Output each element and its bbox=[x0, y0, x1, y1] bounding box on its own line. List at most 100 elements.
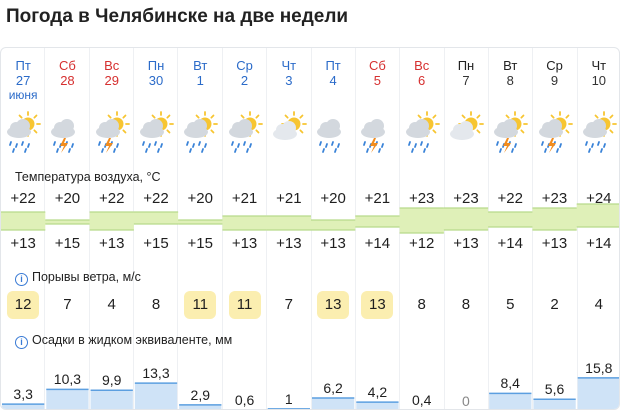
precipitation-value: 4,2 bbox=[367, 384, 388, 401]
wind-gust-value: 5 bbox=[506, 296, 515, 313]
precipitation-cell: 1 bbox=[267, 353, 311, 409]
sun-cloud-thunder-rain-icon[interactable] bbox=[90, 110, 134, 158]
min-temperature: +13 bbox=[10, 235, 36, 252]
sun-cloud-rain-icon[interactable] bbox=[178, 110, 222, 158]
weather-icons-row bbox=[1, 110, 619, 158]
min-temperature: +15 bbox=[143, 235, 169, 252]
precipitation-bar bbox=[2, 404, 45, 409]
temperature-band bbox=[1, 204, 619, 233]
precipitation-cell: 4,2 bbox=[355, 353, 399, 409]
precipitation-cell: 6,2 bbox=[311, 353, 355, 409]
precipitation-value: 8,4 bbox=[500, 375, 520, 392]
wind-section-label[interactable]: i Порывы ветра, м/с bbox=[15, 270, 141, 286]
day-column[interactable] bbox=[312, 48, 356, 409]
day-column[interactable] bbox=[445, 48, 489, 409]
wind-gust-cell: 12 bbox=[1, 291, 45, 319]
day-header[interactable]: Пн 7 bbox=[444, 58, 488, 102]
precipitation-value: 6,2 bbox=[323, 379, 343, 396]
precipitation-cell: 8,4 bbox=[488, 353, 532, 409]
day-of-week: Чт bbox=[281, 58, 297, 73]
day-header[interactable]: Вт 1 bbox=[178, 58, 222, 102]
min-temperature: +13 bbox=[453, 235, 479, 252]
cloud-shape bbox=[494, 119, 519, 138]
cloud-thunder-rain-icon[interactable] bbox=[45, 110, 89, 158]
wind-gust-value: 4 bbox=[594, 296, 603, 313]
max-temperature-row: +22 +20 +22 +22 +20 +21 +21 +20 +21 +23 +23 +22 +23 +… bbox=[1, 190, 619, 207]
rain-drops bbox=[407, 141, 429, 153]
max-temperature: +22 bbox=[497, 190, 523, 207]
month-label: июня bbox=[8, 88, 38, 102]
day-column[interactable] bbox=[45, 48, 90, 409]
wind-gust-value: 2 bbox=[550, 296, 559, 313]
min-temperature: +12 bbox=[408, 235, 435, 252]
sun-cloud-rain-icon[interactable] bbox=[400, 110, 444, 158]
precipitation-value: 3,3 bbox=[13, 386, 33, 403]
precipitation-bar bbox=[356, 402, 399, 409]
max-temperature: +21 bbox=[276, 190, 302, 207]
day-header[interactable]: Сб 5 bbox=[355, 58, 399, 102]
info-icon[interactable]: i bbox=[15, 273, 28, 286]
rain-drops bbox=[319, 141, 341, 153]
info-icon[interactable]: i bbox=[15, 336, 28, 349]
wind-gust-cell: 7 bbox=[267, 291, 311, 319]
day-column[interactable] bbox=[178, 48, 223, 409]
day-header[interactable]: Чт 10 bbox=[577, 58, 619, 102]
sun-cloud-thunder-rain-icon[interactable] bbox=[532, 110, 576, 158]
wind-gust-value: 13 bbox=[361, 291, 394, 319]
cloud-rain-icon[interactable] bbox=[311, 110, 355, 158]
precipitation-value: 15,8 bbox=[585, 359, 613, 376]
cloud-shape bbox=[139, 119, 164, 138]
precipitation-cell: 13,3 bbox=[134, 353, 178, 409]
day-column[interactable] bbox=[533, 48, 578, 409]
day-header[interactable]: Ср 9 bbox=[532, 58, 576, 102]
wind-gust-value: 7 bbox=[284, 296, 293, 313]
precipitation-value: 13,3 bbox=[142, 365, 170, 382]
sun-cloud-icon[interactable] bbox=[267, 110, 311, 158]
day-header[interactable]: Чт 3 bbox=[267, 58, 311, 102]
day-header[interactable]: Сб 28 bbox=[45, 58, 89, 102]
sun-cloud-rain-icon[interactable] bbox=[577, 110, 619, 158]
day-column[interactable] bbox=[134, 48, 179, 409]
day-header[interactable]: Ср 2 bbox=[222, 58, 266, 102]
sun-cloud-rain-icon[interactable] bbox=[134, 110, 178, 158]
wind-gust-value: 8 bbox=[461, 296, 471, 313]
cloud-thunder-rain-icon[interactable] bbox=[355, 110, 399, 158]
day-header[interactable]: Пт 27 июня bbox=[1, 58, 45, 102]
day-date: 8 bbox=[506, 73, 514, 88]
max-temperature: +24 bbox=[586, 190, 612, 207]
wind-gust-cell: 8 bbox=[444, 291, 488, 319]
cloud-shape bbox=[51, 119, 76, 138]
precipitation-value: 1 bbox=[284, 390, 293, 407]
day-of-week: Вс bbox=[414, 58, 430, 73]
day-date: 1 bbox=[196, 73, 204, 88]
sun-cloud-rain-icon[interactable] bbox=[1, 110, 45, 158]
day-header[interactable]: Вс 29 bbox=[90, 58, 134, 102]
precipitation-value: 2,9 bbox=[190, 386, 210, 403]
day-header[interactable]: Пн 30 bbox=[134, 58, 178, 102]
wind-gust-cell: 7 bbox=[45, 291, 89, 319]
sun-cloud-rain-icon[interactable] bbox=[222, 110, 266, 158]
day-header[interactable]: Пт 4 bbox=[311, 58, 355, 102]
day-of-week: Пт bbox=[15, 58, 31, 73]
lightning-bolt bbox=[370, 138, 379, 153]
page-title: Погода в Челябинске на две недели bbox=[6, 6, 349, 27]
sun-cloud-icon[interactable] bbox=[444, 110, 488, 158]
precipitation-cell: 15,8 bbox=[577, 353, 619, 409]
max-temperature: +21 bbox=[364, 190, 391, 207]
wind-gust-cell: 4 bbox=[90, 291, 134, 319]
precipitation-value: 9,9 bbox=[101, 372, 122, 389]
day-header[interactable]: Вт 8 bbox=[488, 58, 532, 102]
precipitation-bar bbox=[489, 393, 532, 409]
max-temperature: +22 bbox=[98, 190, 125, 207]
precipitation-value: 0,4 bbox=[411, 392, 432, 409]
min-temperature: +13 bbox=[98, 235, 125, 252]
precipitation-bar bbox=[577, 377, 619, 409]
wind-gust-value: 8 bbox=[417, 296, 426, 313]
day-of-week: Вт bbox=[193, 58, 208, 73]
days-row: Пт 27 июня Сб 28 Вс 29 Пн 30 Вт 1 Ср 2 Чт 3 Пт 4 Сб 5 Вс 6 Пн… bbox=[1, 58, 619, 102]
sun-cloud-thunder-rain-icon[interactable] bbox=[488, 110, 532, 158]
precip-section-label[interactable]: i Осадки в жидком эквиваленте, мм bbox=[15, 333, 232, 349]
max-temperature: +21 bbox=[231, 190, 258, 207]
min-temperature: +14 bbox=[586, 235, 612, 252]
day-header[interactable]: Вс 6 bbox=[400, 58, 444, 102]
